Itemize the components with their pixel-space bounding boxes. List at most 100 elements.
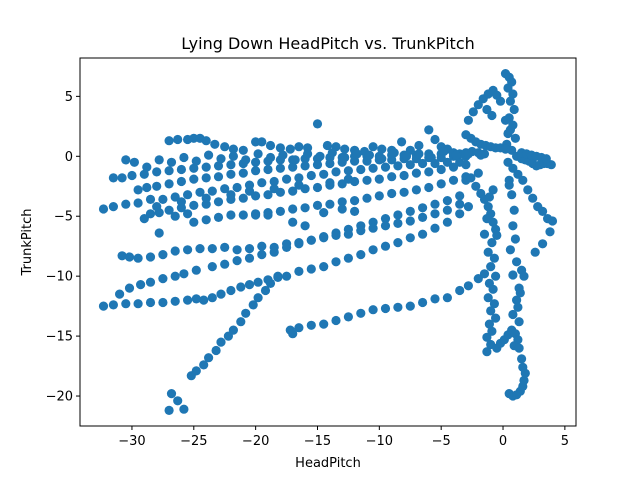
data-point bbox=[306, 320, 316, 330]
data-point bbox=[166, 389, 177, 399]
data-point bbox=[269, 242, 279, 252]
data-point bbox=[300, 203, 310, 213]
data-point bbox=[201, 215, 211, 225]
data-point bbox=[523, 185, 533, 195]
data-point bbox=[463, 149, 473, 159]
data-point bbox=[380, 221, 391, 231]
data-point bbox=[312, 160, 323, 170]
data-point bbox=[319, 208, 329, 218]
data-point bbox=[216, 154, 226, 164]
y-tick-label: −20 bbox=[46, 390, 73, 405]
data-point bbox=[482, 214, 492, 224]
data-point bbox=[368, 142, 378, 152]
data-point bbox=[251, 210, 261, 220]
data-point bbox=[418, 297, 428, 308]
data-point bbox=[505, 125, 515, 135]
data-point bbox=[442, 205, 452, 215]
data-point bbox=[204, 150, 214, 160]
data-point bbox=[170, 296, 180, 306]
x-tick-label: 5 bbox=[561, 434, 569, 449]
data-point bbox=[455, 209, 465, 219]
data-point bbox=[368, 163, 378, 173]
data-point bbox=[368, 223, 378, 233]
data-point bbox=[510, 234, 520, 244]
data-point bbox=[121, 299, 131, 309]
data-point bbox=[508, 309, 518, 320]
data-point bbox=[204, 353, 214, 363]
data-point bbox=[269, 184, 279, 194]
data-point bbox=[389, 148, 399, 158]
data-point bbox=[306, 235, 316, 245]
data-point bbox=[142, 182, 152, 193]
data-point bbox=[232, 245, 242, 255]
data-point bbox=[251, 166, 261, 176]
data-point bbox=[207, 262, 217, 272]
data-point bbox=[176, 176, 186, 187]
data-point bbox=[350, 196, 360, 206]
data-point bbox=[319, 319, 329, 329]
data-point bbox=[179, 152, 189, 163]
data-point bbox=[251, 157, 261, 167]
data-point bbox=[236, 317, 246, 327]
data-point bbox=[154, 228, 164, 238]
data-point bbox=[173, 396, 183, 406]
data-point bbox=[484, 192, 494, 202]
data-point bbox=[260, 285, 271, 296]
data-point bbox=[189, 200, 199, 210]
data-point bbox=[216, 337, 226, 347]
data-point bbox=[439, 146, 449, 157]
data-point bbox=[483, 247, 493, 257]
data-point bbox=[265, 140, 276, 151]
data-point bbox=[158, 194, 168, 204]
data-point bbox=[482, 347, 492, 357]
data-point bbox=[405, 160, 415, 170]
data-point bbox=[513, 302, 523, 312]
data-point bbox=[257, 137, 267, 147]
data-point bbox=[436, 164, 446, 175]
data-point bbox=[133, 198, 143, 208]
data-point bbox=[176, 197, 186, 207]
data-point bbox=[288, 204, 298, 214]
data-point bbox=[173, 134, 183, 145]
data-point bbox=[418, 229, 428, 239]
data-point bbox=[343, 229, 353, 239]
data-point bbox=[108, 202, 118, 212]
data-point bbox=[356, 226, 366, 236]
data-point bbox=[207, 244, 217, 254]
data-point bbox=[213, 172, 224, 182]
data-point bbox=[430, 294, 440, 304]
data-point bbox=[487, 238, 497, 248]
data-point bbox=[117, 251, 127, 261]
data-point bbox=[213, 212, 224, 222]
data-point bbox=[228, 151, 238, 161]
data-point bbox=[195, 187, 205, 197]
data-point bbox=[241, 155, 251, 165]
data-point bbox=[466, 173, 476, 183]
data-point bbox=[191, 156, 201, 166]
data-point bbox=[337, 197, 347, 207]
data-point bbox=[538, 239, 548, 249]
data-point bbox=[436, 179, 446, 189]
data-point bbox=[509, 104, 519, 115]
data-point bbox=[136, 280, 146, 290]
data-point bbox=[331, 167, 341, 177]
data-point bbox=[129, 157, 139, 167]
data-point bbox=[455, 199, 465, 209]
data-point bbox=[511, 257, 522, 267]
data-point bbox=[226, 285, 236, 296]
data-point bbox=[201, 162, 211, 172]
data-point bbox=[405, 206, 415, 216]
data-point bbox=[368, 305, 378, 315]
y-tick-label: 0 bbox=[65, 150, 73, 165]
x-tick-label: −5 bbox=[432, 434, 451, 449]
data-point bbox=[424, 125, 434, 135]
data-point bbox=[430, 199, 440, 209]
data-point bbox=[356, 308, 366, 318]
data-point bbox=[479, 269, 490, 279]
data-point bbox=[145, 194, 156, 204]
data-point bbox=[380, 303, 391, 314]
data-point bbox=[294, 142, 304, 152]
data-point bbox=[238, 193, 248, 203]
data-point bbox=[405, 233, 415, 243]
data-point bbox=[517, 354, 527, 364]
